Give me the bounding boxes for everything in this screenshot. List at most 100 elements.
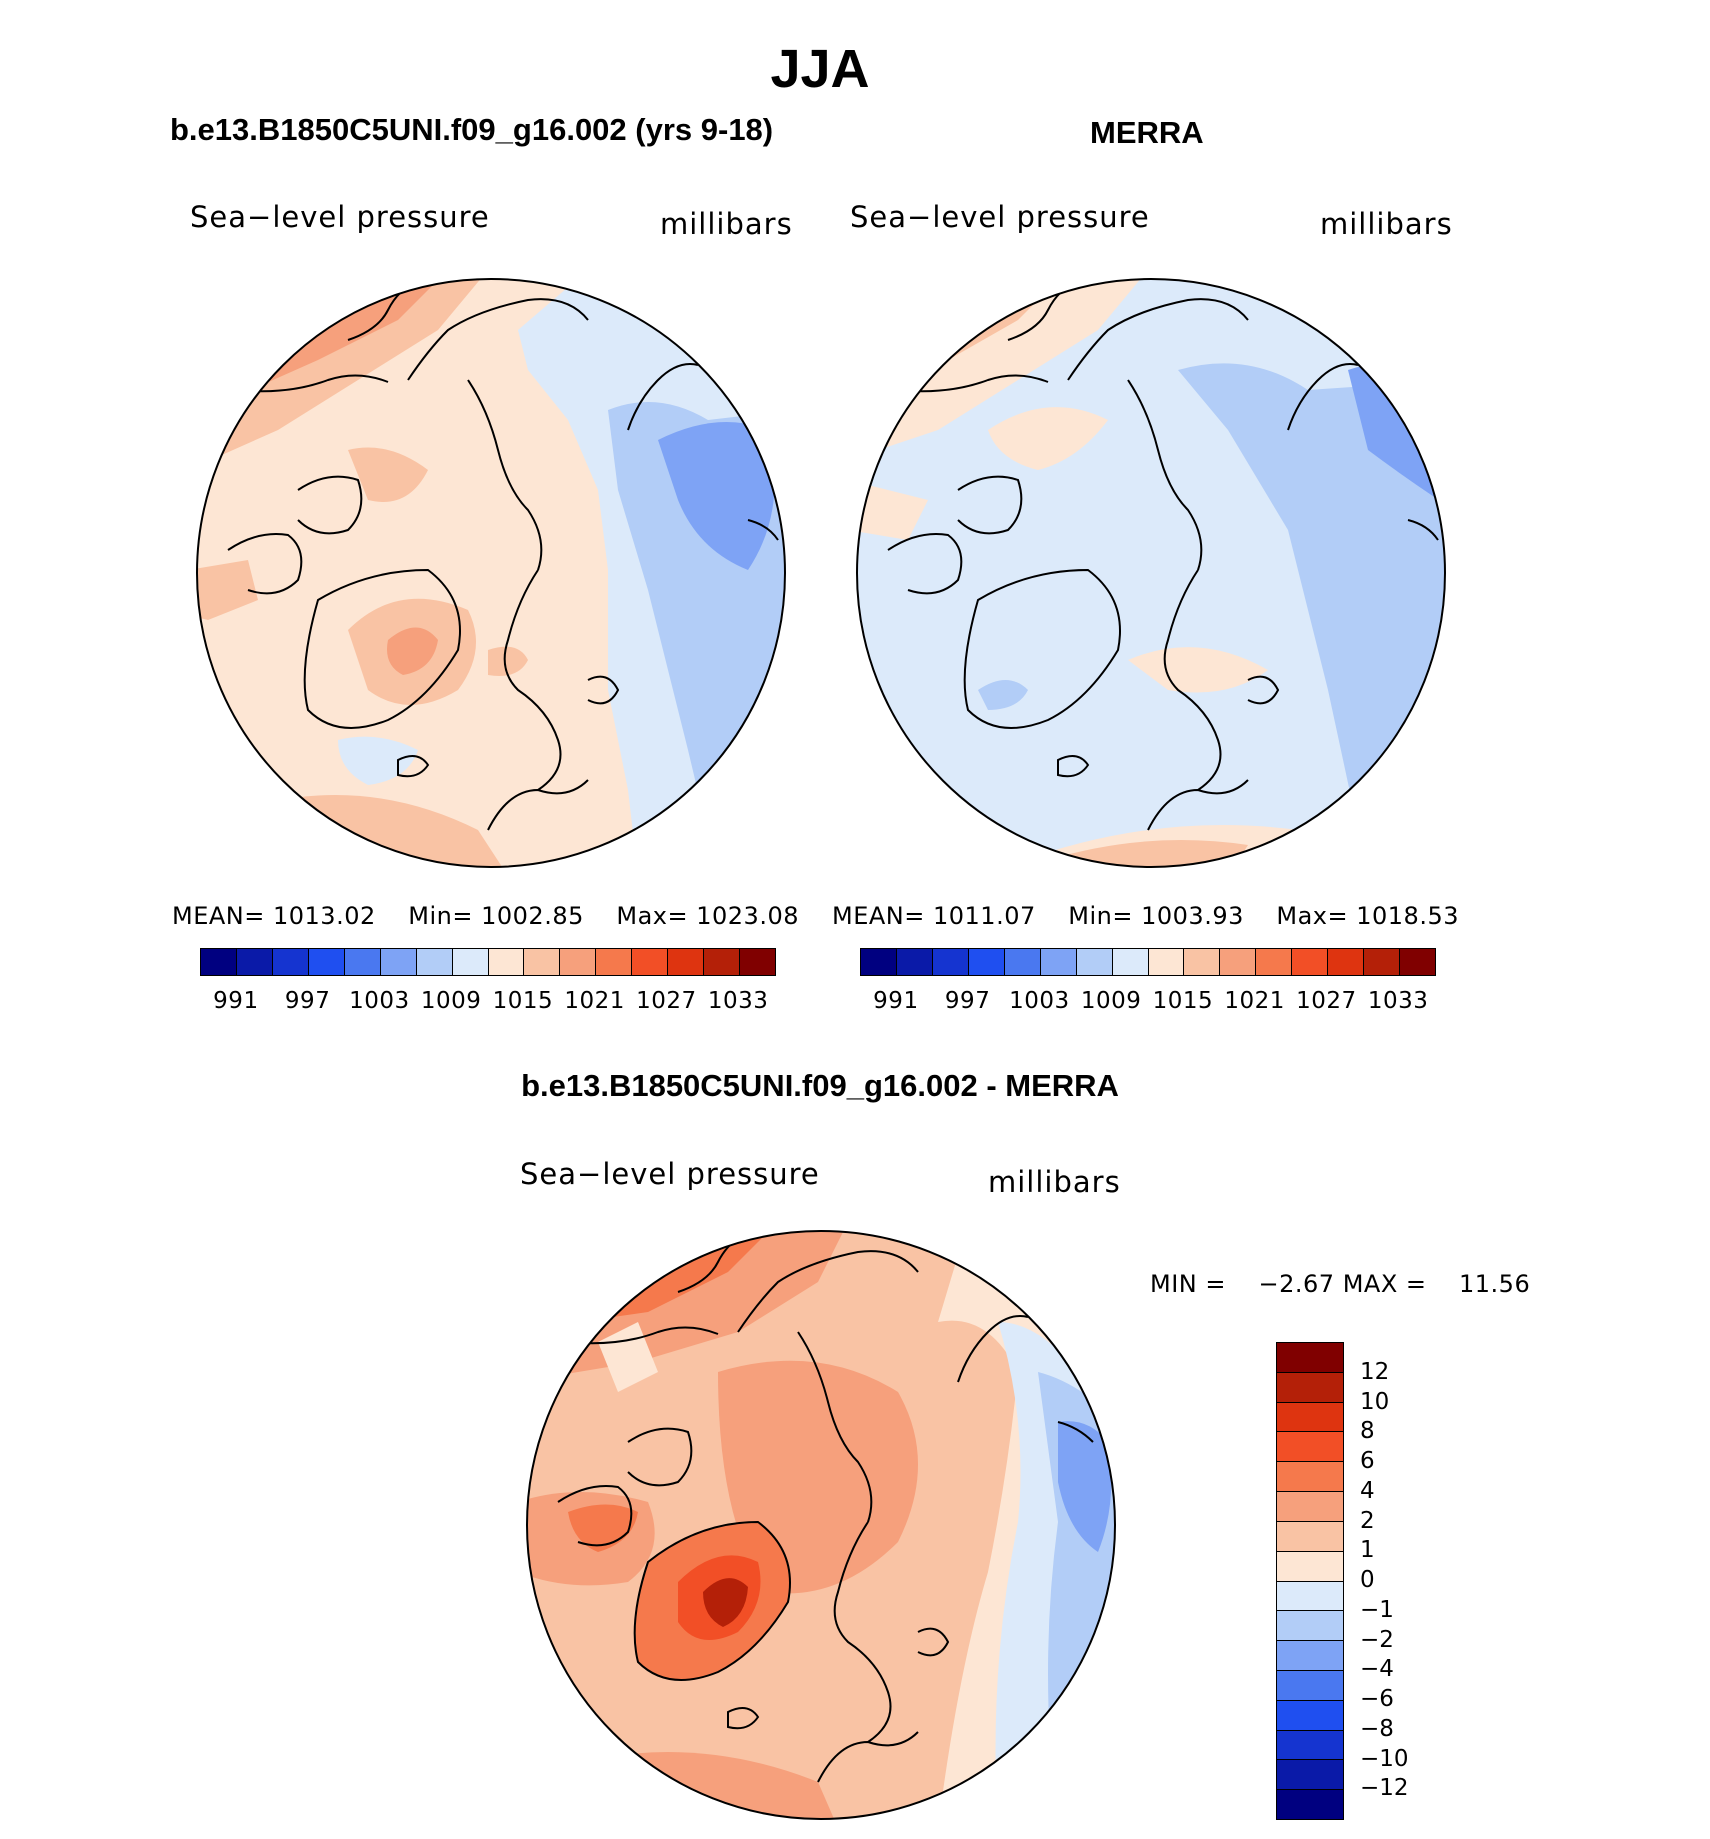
diff-colorbar-swatch	[1277, 1670, 1343, 1701]
model-colorbar-swatch	[740, 949, 775, 975]
model-colorbar	[200, 948, 776, 976]
obs-colorbar-swatch	[1004, 949, 1041, 975]
model-polar-map	[196, 278, 786, 868]
diff-units-label: millibars	[988, 1165, 1121, 1199]
obs-variable-label: Sea−level pressure	[850, 200, 1150, 234]
diff-colorbar-label: 10	[1360, 1388, 1390, 1415]
obs-colorbar-swatch	[1220, 949, 1257, 975]
obs-colorbar-label: 1021	[1224, 988, 1285, 1014]
diff-max-value: 11.56	[1459, 1270, 1531, 1298]
diff-colorbar-label: −6	[1360, 1686, 1394, 1712]
diff-colorbar-label: 12	[1360, 1358, 1390, 1385]
model-colorbar-swatch	[632, 949, 669, 975]
obs-stats: MEAN= 1011.07 Min= 1003.93 Max= 1018.53	[832, 902, 1459, 930]
obs-colorbar-swatch	[1292, 949, 1329, 975]
diff-colorbar-labels: 12 10 8 6 4 2 1 0 −1 −2 −4 −6 −8 −10 −12	[1360, 1342, 1460, 1818]
diff-colorbar-swatch	[1277, 1790, 1343, 1819]
obs-colorbar-swatch	[896, 949, 933, 975]
model-colorbar-label: 1009	[420, 988, 482, 1014]
obs-polar-map	[856, 278, 1446, 868]
obs-colorbar-swatch	[1328, 949, 1365, 975]
diff-colorbar-swatch	[1277, 1432, 1343, 1463]
obs-colorbar-swatch	[1400, 949, 1435, 975]
model-variable-label: Sea−level pressure	[190, 200, 490, 234]
diff-colorbar-label: 8	[1360, 1418, 1375, 1445]
diff-colorbar	[1276, 1342, 1344, 1820]
obs-mean-value: 1011.07	[933, 902, 1036, 930]
diff-colorbar-label: −8	[1360, 1715, 1394, 1742]
diff-colorbar-label: −4	[1360, 1656, 1394, 1683]
model-colorbar-swatch	[452, 949, 489, 975]
obs-colorbar-label: 1003	[1009, 988, 1070, 1014]
diff-colorbar-label: −12	[1360, 1775, 1409, 1802]
obs-colorbar-label: 991	[873, 988, 919, 1014]
model-units-label: millibars	[660, 207, 793, 241]
model-colorbar-label: 991	[213, 988, 259, 1014]
diff-colorbar-label: 0	[1360, 1567, 1375, 1593]
diff-colorbar-label: 1	[1360, 1537, 1375, 1564]
obs-panel-title: MERRA	[1090, 115, 1204, 150]
model-colorbar-label: 1003	[349, 988, 410, 1014]
model-colorbar-swatch	[201, 949, 237, 975]
model-colorbar-swatch	[596, 949, 633, 975]
diff-variable-label: Sea−level pressure	[520, 1157, 820, 1191]
model-max-label: Max=	[616, 902, 689, 930]
obs-colorbar-labels: 991 997 1003 1009 1015 1021 1027 1033	[860, 988, 1434, 1018]
model-colorbar-labels: 991 997 1003 1009 1015 1021 1027 1033	[200, 988, 774, 1018]
diff-colorbar-swatch	[1277, 1551, 1343, 1582]
model-colorbar-swatch	[668, 949, 705, 975]
model-colorbar-swatch	[236, 949, 273, 975]
obs-colorbar	[860, 948, 1436, 976]
diff-colorbar-label: 6	[1360, 1448, 1375, 1474]
diff-colorbar-swatch	[1277, 1372, 1343, 1403]
model-min-label: Min=	[408, 902, 473, 930]
obs-units-label: millibars	[1320, 207, 1453, 241]
diff-colorbar-swatch	[1277, 1521, 1343, 1552]
diff-min-value: −2.67	[1258, 1270, 1335, 1298]
model-min-value: 1002.85	[481, 902, 584, 930]
obs-colorbar-swatch	[1256, 949, 1293, 975]
model-colorbar-swatch	[272, 949, 309, 975]
model-colorbar-swatch	[488, 949, 525, 975]
main-title: JJA	[770, 39, 870, 99]
obs-colorbar-swatch	[1040, 949, 1077, 975]
diff-colorbar-swatch	[1277, 1700, 1343, 1731]
diff-colorbar-swatch	[1277, 1581, 1343, 1612]
obs-colorbar-swatch	[861, 949, 897, 975]
obs-max-value: 1018.53	[1356, 902, 1459, 930]
diff-min-label: MIN =	[1150, 1270, 1226, 1298]
diff-colorbar-swatch	[1277, 1611, 1343, 1642]
obs-min-label: Min=	[1068, 902, 1133, 930]
model-panel-title: b.e13.B1850C5UNI.f09_g16.002 (yrs 9-18)	[170, 112, 774, 147]
obs-colorbar-label: 1027	[1296, 988, 1357, 1014]
model-colorbar-label: 1021	[564, 988, 625, 1014]
obs-colorbar-swatch	[1112, 949, 1149, 975]
diff-colorbar-swatch	[1277, 1462, 1343, 1493]
obs-max-label: Max=	[1276, 902, 1349, 930]
model-colorbar-swatch	[344, 949, 381, 975]
diff-colorbar-label: −10	[1360, 1745, 1409, 1772]
model-colorbar-label: 1033	[707, 988, 769, 1014]
obs-colorbar-label: 1033	[1367, 988, 1429, 1014]
diff-colorbar-swatch	[1277, 1343, 1343, 1373]
diff-colorbar-swatch	[1277, 1402, 1343, 1433]
model-colorbar-swatch	[380, 949, 417, 975]
obs-colorbar-swatch	[932, 949, 969, 975]
obs-colorbar-label: 1015	[1152, 988, 1214, 1014]
obs-colorbar-swatch	[1184, 949, 1221, 975]
diff-max-label: MAX =	[1342, 1270, 1427, 1298]
model-colorbar-label: 997	[284, 988, 331, 1014]
model-colorbar-swatch	[704, 949, 741, 975]
model-colorbar-swatch	[560, 949, 597, 975]
diff-colorbar-label: 2	[1360, 1507, 1375, 1534]
model-colorbar-swatch	[524, 949, 561, 975]
diff-panel-title: b.e13.B1850C5UNI.f09_g16.002 - MERRA	[521, 1068, 1119, 1103]
diff-stats: MIN = −2.67 MAX = 11.56	[1150, 1270, 1530, 1298]
diff-colorbar-label: −2	[1360, 1626, 1394, 1653]
diff-colorbar-swatch	[1277, 1492, 1343, 1522]
diff-polar-map	[526, 1230, 1116, 1820]
obs-colorbar-label: 997	[944, 988, 991, 1014]
diff-colorbar-swatch	[1277, 1730, 1343, 1761]
obs-colorbar-swatch	[1148, 949, 1185, 975]
model-colorbar-swatch	[308, 949, 345, 975]
